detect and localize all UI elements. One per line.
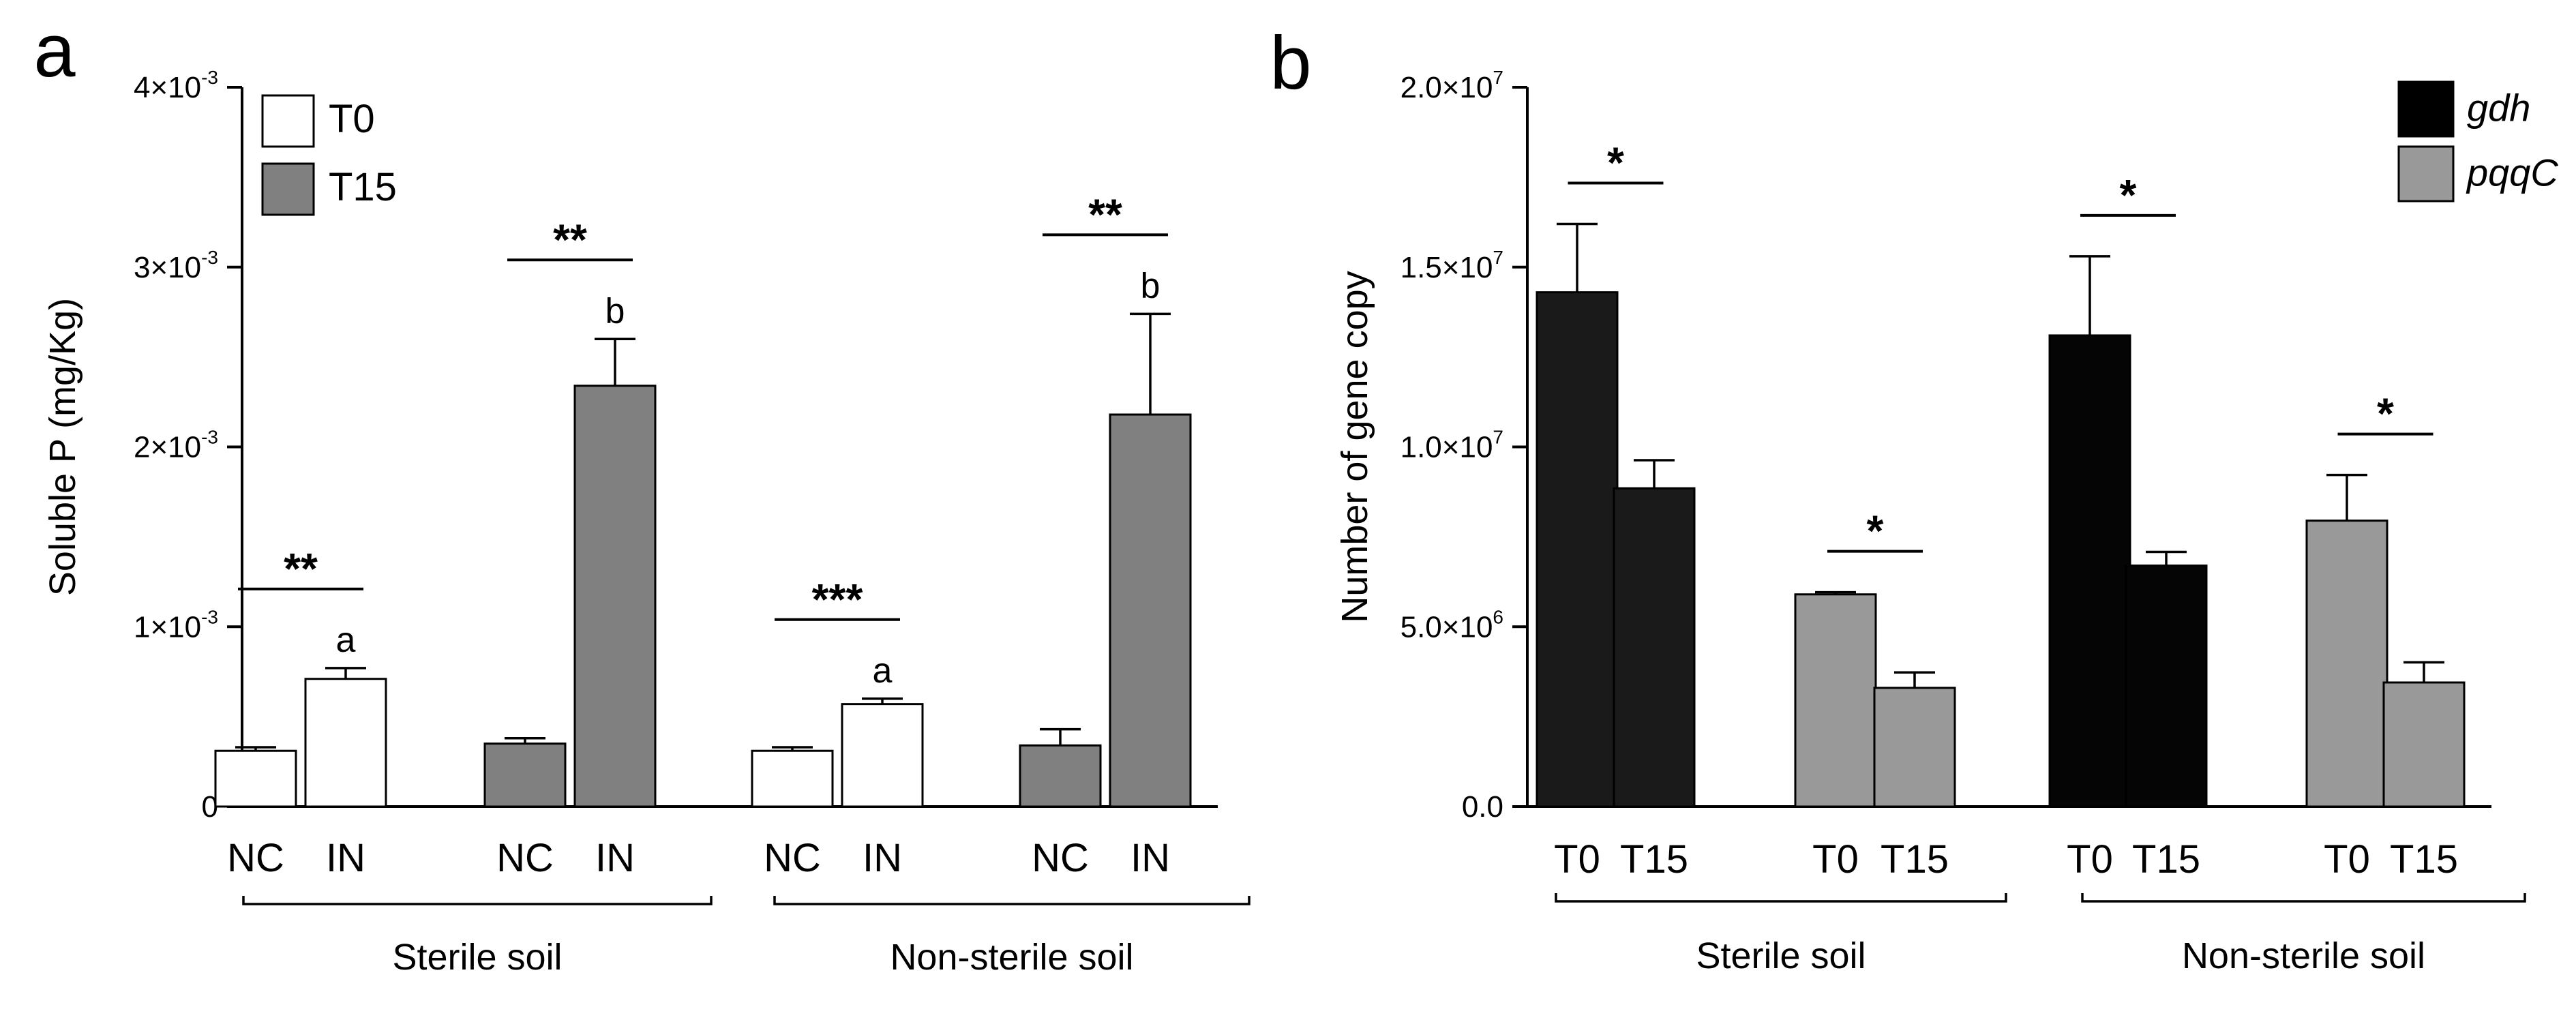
y-tick-mantissa: 1.5×10 [1401,251,1493,284]
group-bracket [1555,893,2007,903]
x-tick-label: NC [496,836,554,880]
x-tick-label: IN [326,836,365,880]
bar [1794,593,1877,808]
x-tick-label: T0 [1554,837,1600,882]
bar [1613,487,1696,808]
bar [1019,744,1102,808]
panel-letter: b [1270,21,1311,105]
group-label: Sterile soil [392,937,562,978]
bar [751,749,834,808]
x-tick-label: IN [595,836,635,880]
legend-swatch [261,162,315,216]
legend-label: T15 [329,165,397,209]
x-tick-label: NC [764,836,821,880]
significance-letter: a [873,651,893,691]
y-tick-mantissa: 4×10 [134,71,201,104]
bar [2125,565,2208,808]
legend-label: pqqC [2466,151,2558,194]
significance-letter: a [336,620,356,660]
x-tick-label: T0 [2067,837,2113,882]
y-tick-label: 1×10-3 [134,606,218,644]
significance-stars: ** [284,544,318,593]
x-tick-label: T15 [2390,837,2458,882]
group-label: Sterile soil [1696,935,1866,976]
y-tick-exponent: 7 [1493,247,1503,268]
x-tick-label: IN [1130,836,1170,880]
bar [1536,291,1619,808]
significance-stars: * [2377,389,2394,438]
significance-letter: b [605,291,625,331]
y-tick-label: 3×10-3 [134,247,218,284]
group-bracket [2081,893,2526,903]
bar [304,678,387,808]
legend-swatch [261,94,315,148]
y-tick-label: 0.0 [1462,790,1503,824]
legend-label: T0 [329,97,375,141]
y-tick-label: 1.0×107 [1401,427,1503,464]
legend-swatch [2397,145,2455,202]
y-tick-label: 2×10-3 [134,427,218,464]
y-tick-mantissa: 2×10 [134,431,201,464]
y-tick-mantissa: 5.0×10 [1401,610,1493,644]
y-axis-title: Soluble P (mg/Kg) [42,298,83,596]
y-tick-mantissa: 1×10 [134,610,201,644]
y-tick-exponent: 7 [1493,427,1503,448]
bar [841,703,924,808]
significance-letter: b [1141,266,1160,305]
significance-stars: * [1607,138,1624,187]
y-tick-mantissa: 1.0×10 [1401,431,1493,464]
y-tick-label: 4×10-3 [134,67,218,104]
y-tick-exponent: -3 [201,67,218,88]
bar [2305,520,2388,808]
x-tick-label: T0 [2324,837,2370,882]
bar [483,742,567,808]
y-tick-label: 2.0×107 [1401,67,1503,104]
y-tick-mantissa: 2.0×10 [1401,71,1493,104]
x-tick-label: T15 [2132,837,2200,882]
significance-stars: ** [1088,190,1122,239]
legend-label: gdh [2467,87,2530,130]
group-label: Non-sterile soil [890,937,1133,978]
y-tick-label: 1.5×107 [1401,247,1503,284]
x-tick-label: T15 [1620,837,1688,882]
x-tick-label: NC [1032,836,1089,880]
y-axis-title: Number of gene copy [1334,271,1375,622]
y-tick-exponent: 7 [1493,67,1503,88]
bar [214,749,297,808]
y-tick-exponent: -3 [201,606,218,627]
bar [2048,334,2131,808]
significance-stars: ** [553,215,587,264]
y-tick-mantissa: 3×10 [134,251,201,284]
group-bracket [773,896,1250,905]
y-tick-exponent: 6 [1493,606,1503,627]
bar [573,385,657,808]
bar [2382,681,2466,808]
x-tick-label: NC [227,836,284,880]
group-bracket [242,896,713,905]
bar [1109,413,1192,808]
y-tick-exponent: -3 [201,427,218,448]
group-label: Non-sterile soil [2182,935,2425,976]
x-tick-label: T0 [1812,837,1859,882]
legend-swatch [2397,80,2455,138]
significance-stars: * [1867,507,1884,556]
significance-stars: *** [812,575,863,624]
x-tick-label: T15 [1881,837,1949,882]
y-tick-exponent: -3 [201,247,218,268]
panel-letter: a [33,9,76,93]
significance-stars: * [2120,170,2137,220]
x-tick-label: IN [863,836,902,880]
y-tick-label: 5.0×106 [1401,606,1503,644]
y-tick-mantissa: 0.0 [1462,790,1503,824]
bar [1873,687,1956,808]
